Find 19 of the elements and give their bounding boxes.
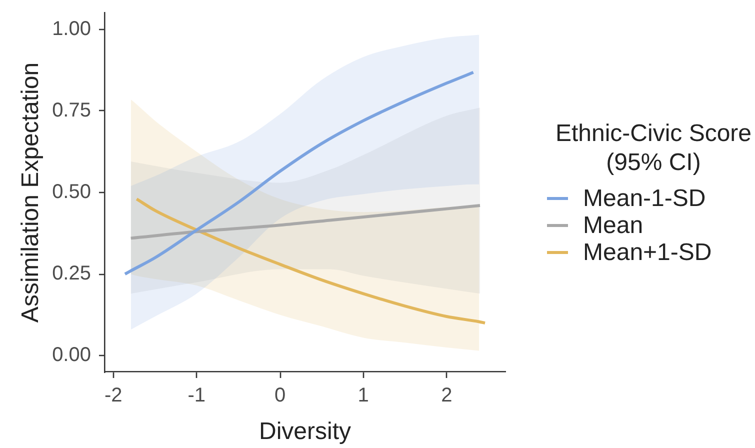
line-series <box>135 198 486 325</box>
legend-label: Mean+1-SD <box>583 239 712 266</box>
y-axis-title: Assimilation Expectation <box>17 62 44 323</box>
x-tick-label: 0 <box>274 384 286 407</box>
x-tick-label: 1 <box>358 384 369 407</box>
x-axis-title: Diversity <box>258 418 352 446</box>
y-tick-label: 0.00 <box>52 344 91 366</box>
x-tick-label: -2 <box>104 384 122 407</box>
y-tick-label: 1.00 <box>52 18 91 40</box>
line-series <box>124 70 475 276</box>
x-tick-label: -1 <box>188 384 206 407</box>
y-tick-label: 0.75 <box>52 99 91 122</box>
legend-title: Ethnic-Civic Score (95% CI) <box>554 119 753 177</box>
y-tick-label: 0.50 <box>52 181 91 204</box>
legend-label: Mean-1-SD <box>583 185 706 212</box>
legend-label: Mean <box>583 212 644 239</box>
y-tick-label: 0.25 <box>52 262 91 285</box>
line-series <box>129 204 482 240</box>
x-tick-label: 2 <box>441 384 452 407</box>
